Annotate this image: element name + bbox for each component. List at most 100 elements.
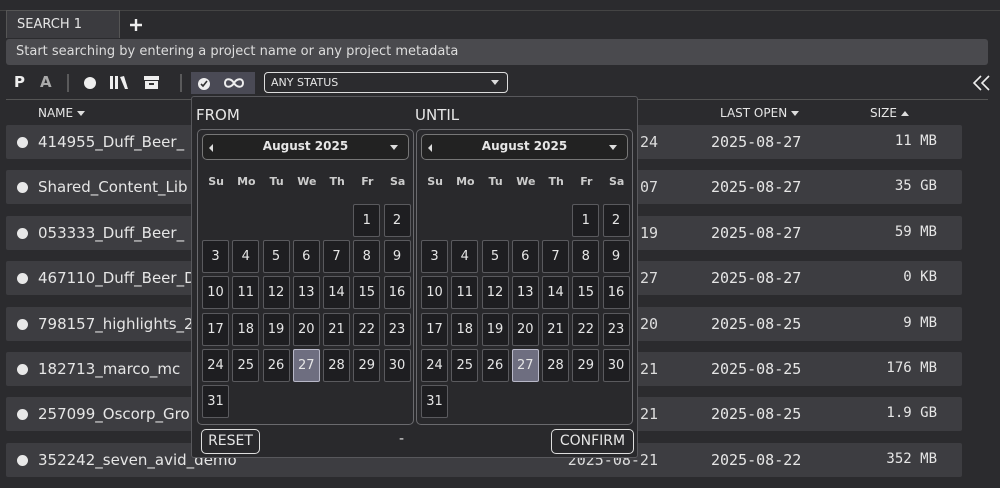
- day[interactable]: 23: [602, 312, 630, 346]
- day[interactable]: 16: [383, 276, 411, 310]
- confirm-button[interactable]: CONFIRM: [551, 429, 634, 454]
- day[interactable]: 11: [232, 276, 260, 310]
- day[interactable]: 24: [202, 348, 229, 382]
- reset-button[interactable]: RESET: [201, 429, 260, 454]
- day[interactable]: 19: [262, 312, 290, 346]
- weekday: Fr: [580, 175, 593, 188]
- day[interactable]: 23: [383, 312, 411, 346]
- weekday: Fr: [361, 175, 374, 188]
- day[interactable]: 17: [202, 312, 229, 346]
- day[interactable]: 18: [232, 312, 260, 346]
- last-open: 2025-08-27: [711, 133, 802, 151]
- project-name: 053333_Duff_Beer_: [38, 223, 185, 242]
- toolbar-button[interactable]: A: [40, 73, 52, 91]
- day[interactable]: 20: [511, 312, 539, 346]
- collapse-button[interactable]: [972, 74, 994, 92]
- status-dot: [17, 182, 28, 194]
- header-label: NAME: [38, 106, 74, 120]
- day[interactable]: 13: [511, 276, 539, 310]
- day[interactable]: 24: [421, 348, 448, 382]
- day[interactable]: 6: [292, 240, 320, 274]
- day[interactable]: 9: [602, 240, 630, 274]
- day[interactable]: 12: [481, 276, 509, 310]
- day[interactable]: 10: [421, 276, 448, 310]
- day[interactable]: 21: [542, 312, 569, 346]
- day[interactable]: 30: [383, 348, 411, 382]
- prev-month[interactable]: [209, 144, 213, 152]
- day[interactable]: 9: [383, 240, 411, 274]
- created-date: 07: [639, 178, 658, 197]
- weekday: Su: [427, 175, 443, 188]
- day[interactable]: 31: [421, 385, 448, 418]
- day[interactable]: 26: [262, 348, 290, 382]
- size: 9 MB: [903, 314, 937, 331]
- weekday: Mo: [456, 175, 475, 188]
- day[interactable]: 3: [202, 240, 229, 274]
- dropdown-arrow: [491, 80, 499, 85]
- day[interactable]: 25: [232, 348, 260, 382]
- day[interactable]: 30: [602, 348, 630, 382]
- status-dot: [17, 364, 28, 375]
- size: 59 MB: [894, 223, 937, 240]
- day[interactable]: 16: [602, 276, 630, 310]
- day[interactable]: 15: [572, 276, 600, 310]
- status-select[interactable]: ANY STATUS: [264, 72, 508, 93]
- day[interactable]: 19: [481, 312, 509, 346]
- day[interactable]: 3: [421, 240, 448, 274]
- day[interactable]: 13: [292, 276, 320, 310]
- day[interactable]: 20: [292, 312, 320, 346]
- day[interactable]: 14: [542, 276, 569, 310]
- day[interactable]: 4: [232, 240, 260, 274]
- day[interactable]: 14: [323, 276, 350, 310]
- day[interactable]: 15: [353, 276, 381, 310]
- day[interactable]: 5: [481, 240, 509, 274]
- day[interactable]: 12: [262, 276, 290, 310]
- weekday: Tu: [269, 175, 284, 188]
- weekday: Mo: [237, 175, 256, 188]
- day[interactable]: 1: [353, 204, 381, 237]
- day[interactable]: 8: [353, 240, 381, 274]
- month-select[interactable]: August 2025: [421, 134, 628, 160]
- project-name: 352242_seven_avid_demo: [38, 450, 237, 469]
- day-selected[interactable]: 27: [292, 348, 320, 382]
- day[interactable]: 26: [481, 348, 509, 382]
- last-open: 2025-08-25: [711, 405, 802, 424]
- day[interactable]: 22: [572, 312, 600, 346]
- day[interactable]: 2: [602, 204, 630, 237]
- status-dot: [17, 227, 28, 239]
- last-open: 2025-08-25: [711, 314, 802, 333]
- day[interactable]: 21: [323, 312, 350, 346]
- day[interactable]: 8: [572, 240, 600, 274]
- weekday: Sa: [608, 175, 625, 188]
- search-input[interactable]: Start searching by entering a project na…: [6, 39, 988, 65]
- day[interactable]: 7: [542, 240, 569, 274]
- column-header[interactable]: NAME: [38, 106, 86, 120]
- day[interactable]: 11: [451, 276, 479, 310]
- month-select[interactable]: August 2025: [202, 134, 409, 160]
- day[interactable]: 29: [572, 348, 600, 382]
- day[interactable]: 7: [323, 240, 350, 274]
- day[interactable]: 1: [572, 204, 600, 237]
- toolbar-icons: [67, 72, 255, 94]
- day[interactable]: 2: [383, 204, 411, 237]
- column-header[interactable]: SIZE: [870, 106, 909, 120]
- toolbar-button[interactable]: P: [14, 73, 25, 91]
- day[interactable]: 17: [421, 312, 448, 346]
- day[interactable]: 22: [353, 312, 381, 346]
- add-tab[interactable]: [128, 17, 144, 33]
- day[interactable]: 31: [202, 385, 229, 418]
- day[interactable]: 28: [323, 348, 350, 382]
- tab[interactable]: SEARCH 1: [6, 10, 120, 38]
- day[interactable]: 29: [353, 348, 381, 382]
- day[interactable]: 25: [451, 348, 479, 382]
- day-selected[interactable]: 27: [511, 348, 539, 382]
- column-header[interactable]: LAST OPEN: [720, 106, 800, 120]
- last-open: 2025-08-22: [711, 450, 802, 469]
- day[interactable]: 6: [511, 240, 539, 274]
- day[interactable]: 18: [451, 312, 479, 346]
- day[interactable]: 4: [451, 240, 479, 274]
- day[interactable]: 10: [202, 276, 229, 310]
- day[interactable]: 5: [262, 240, 290, 274]
- day[interactable]: 28: [542, 348, 569, 382]
- prev-month[interactable]: [428, 144, 432, 152]
